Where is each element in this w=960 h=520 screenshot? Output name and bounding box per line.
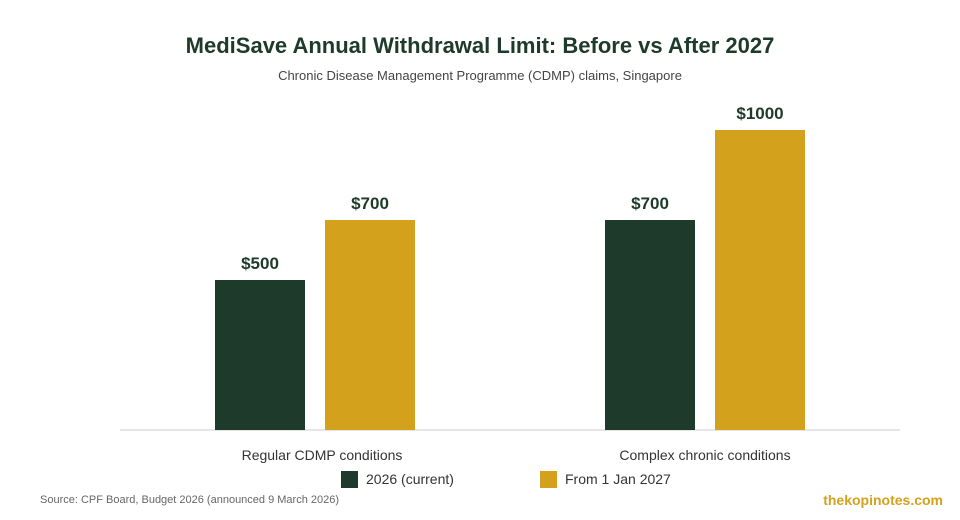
source-note: Source: CPF Board, Budget 2026 (announce…	[40, 494, 340, 506]
chart-title: MediSave Annual Withdrawal Limit: Before…	[185, 33, 775, 58]
category-label-complex: Complex chronic conditions	[619, 447, 791, 463]
data-label-2027-regular: $700	[351, 194, 389, 213]
legend-item-2027: From 1 Jan 2027	[540, 470, 671, 488]
data-label-2026-regular: $500	[241, 254, 279, 273]
legend-item-2026: 2026 (current)	[341, 470, 454, 488]
data-label-2026-complex: $700	[631, 194, 669, 213]
bar-2027-regular	[325, 220, 415, 430]
legend-swatch-2026	[341, 470, 358, 488]
category-label-regular: Regular CDMP conditions	[241, 447, 403, 463]
legend-label-2026: 2026 (current)	[366, 471, 454, 487]
data-label-2027-complex: $1000	[736, 104, 783, 123]
legend-label-2027: From 1 Jan 2027	[565, 471, 671, 487]
legend-swatch-2027	[540, 470, 557, 488]
bar-2026-complex	[605, 220, 695, 430]
brand-watermark: thekopinotes.com	[823, 492, 943, 508]
bar-2026-regular	[215, 280, 305, 430]
bar-2027-complex	[715, 130, 805, 430]
chart-subtitle: Chronic Disease Management Programme (CD…	[278, 68, 682, 83]
